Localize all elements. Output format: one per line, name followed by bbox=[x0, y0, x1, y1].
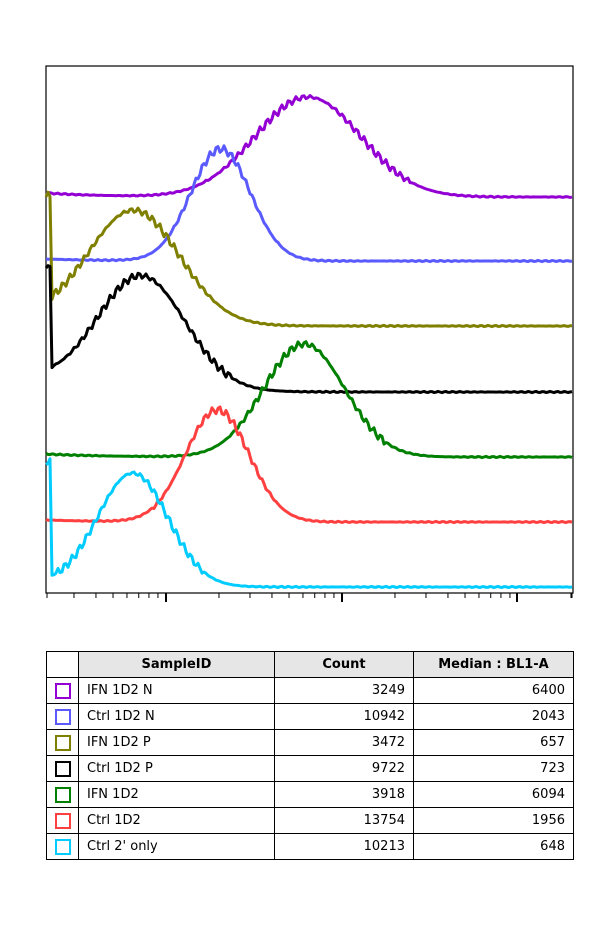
histogram-curves bbox=[44, 94, 573, 590]
table-row: Ctrl 1D2 13754 1956 bbox=[46, 807, 574, 834]
count-cell: 3918 bbox=[274, 781, 414, 808]
sample-id-cell: Ctrl 1D2 N bbox=[78, 703, 275, 730]
histogram-curve bbox=[44, 264, 573, 395]
histogram-curve bbox=[45, 94, 573, 199]
sample-id-cell: Ctrl 1D2 P bbox=[78, 755, 275, 782]
median-column-header: Median : BL1-A bbox=[413, 651, 574, 678]
color-swatch-cell bbox=[46, 677, 79, 704]
legend-color-swatch bbox=[54, 786, 71, 803]
histogram-overlay-chart bbox=[44, 65, 574, 602]
color-swatch-cell bbox=[46, 781, 79, 808]
x-axis-ticks bbox=[46, 593, 573, 602]
median-cell: 1956 bbox=[413, 807, 574, 834]
color-swatch-cell bbox=[46, 703, 79, 730]
plot-frame bbox=[45, 65, 574, 594]
sample-id-cell: Ctrl 1D2 bbox=[78, 807, 275, 834]
median-cell: 723 bbox=[413, 755, 574, 782]
legend-color-swatch bbox=[54, 838, 71, 855]
histogram-curve bbox=[44, 190, 573, 329]
median-cell: 2043 bbox=[413, 703, 574, 730]
median-cell: 6400 bbox=[413, 677, 574, 704]
count-cell: 10942 bbox=[274, 703, 414, 730]
legend-color-swatch bbox=[54, 760, 71, 777]
count-cell: 10213 bbox=[274, 833, 414, 860]
color-swatch-cell bbox=[46, 755, 79, 782]
sampleid-column-header: SampleID bbox=[78, 651, 275, 678]
median-cell: 6094 bbox=[413, 781, 574, 808]
histogram-curve bbox=[45, 144, 573, 264]
count-cell: 3249 bbox=[274, 677, 414, 704]
color-column-header bbox=[46, 651, 79, 678]
count-cell: 3472 bbox=[274, 729, 414, 756]
sample-id-cell: IFN 1D2 bbox=[78, 781, 275, 808]
color-swatch-cell bbox=[46, 729, 79, 756]
histogram-curve bbox=[45, 405, 573, 525]
count-cell: 13754 bbox=[274, 807, 414, 834]
histogram-curve bbox=[45, 340, 573, 460]
median-cell: 657 bbox=[413, 729, 574, 756]
sample-id-cell: IFN 1D2 P bbox=[78, 729, 275, 756]
table-header-row: SampleID Count Median : BL1-A bbox=[46, 651, 574, 678]
sample-id-cell: IFN 1D2 N bbox=[78, 677, 275, 704]
legend-color-swatch bbox=[54, 734, 71, 751]
table-row: Ctrl 2' only 10213 648 bbox=[46, 833, 574, 860]
count-cell: 9722 bbox=[274, 755, 414, 782]
median-cell: 648 bbox=[413, 833, 574, 860]
table-body: IFN 1D2 N 3249 6400 Ctrl 1D2 N 10942 2043 IFN … bbox=[46, 677, 574, 860]
histogram-curve bbox=[45, 457, 573, 590]
table-row: Ctrl 1D2 N 10942 2043 bbox=[46, 703, 574, 730]
count-column-header: Count bbox=[274, 651, 414, 678]
legend-color-swatch bbox=[54, 708, 71, 725]
table-row: Ctrl 1D2 P 9722 723 bbox=[46, 755, 574, 782]
table-row: IFN 1D2 N 3249 6400 bbox=[46, 677, 574, 704]
legend-color-swatch bbox=[54, 682, 71, 699]
table-row: IFN 1D2 3918 6094 bbox=[46, 781, 574, 808]
legend-color-swatch bbox=[54, 812, 71, 829]
color-swatch-cell bbox=[46, 807, 79, 834]
sample-id-cell: Ctrl 2' only bbox=[78, 833, 275, 860]
color-swatch-cell bbox=[46, 833, 79, 860]
table-row: IFN 1D2 P 3472 657 bbox=[46, 729, 574, 756]
